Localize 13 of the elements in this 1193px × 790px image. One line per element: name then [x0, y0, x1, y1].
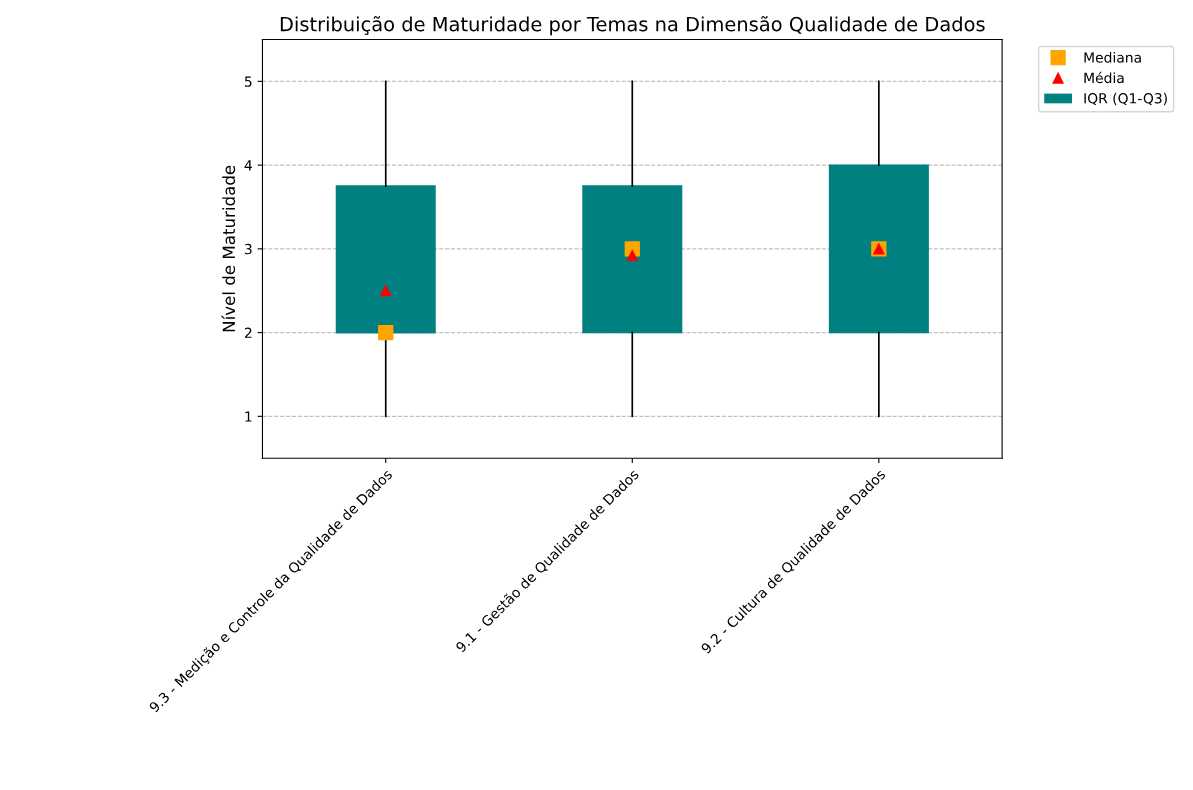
y-tick-label: 1: [245, 411, 252, 422]
y-tick-label: 5: [244, 76, 252, 87]
y-tick-label: 4: [244, 160, 252, 171]
y-tick-label: 3: [244, 243, 252, 255]
y-axis-title: Nível de Maturidade: [221, 165, 236, 332]
legend-label: Mediana: [1084, 52, 1141, 63]
legend-label: IQR (Q1-Q3): [1084, 92, 1167, 106]
point: [626, 249, 638, 262]
y-tick-label: 2: [244, 327, 252, 338]
point: [378, 324, 394, 341]
point: [380, 285, 392, 297]
chart-title: Distribuição de Maturidade por Temas na Dimensão Qualidade de Dados: [280, 16, 985, 36]
legend-label: Média: [1084, 71, 1124, 84]
